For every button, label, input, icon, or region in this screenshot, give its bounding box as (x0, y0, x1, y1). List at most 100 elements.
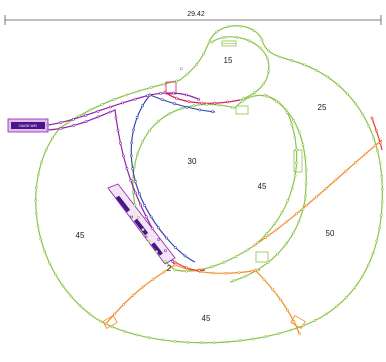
node-dot (164, 236, 168, 240)
node-dot (135, 333, 139, 337)
node-dot (303, 155, 307, 159)
node-dot (235, 35, 239, 39)
node-dot (78, 304, 82, 307)
node-dot (39, 237, 43, 241)
red-link-center (174, 261, 206, 272)
node-dot (212, 341, 216, 345)
node-dot (292, 320, 296, 324)
node-dot (143, 204, 147, 208)
node-dot (84, 120, 88, 124)
node-dot (371, 251, 375, 255)
node-dot (271, 287, 274, 291)
node-dot (290, 59, 294, 63)
node-dot (136, 216, 140, 219)
node-dot (284, 220, 288, 224)
node-dot (139, 203, 143, 207)
node-dot (326, 75, 330, 79)
node-dot (61, 284, 65, 288)
zone-label-2: 2 (167, 264, 172, 273)
node-dot (171, 91, 175, 95)
node-dot (314, 195, 318, 199)
bridge-top (221, 40, 237, 47)
node-dot (151, 277, 155, 281)
node-dot (131, 167, 135, 171)
node-dot (59, 121, 63, 124)
dimension-label: 29.42 (187, 11, 205, 18)
node-dot (301, 143, 305, 147)
node-dot (110, 325, 114, 329)
node-dot (256, 241, 260, 245)
node-dot (159, 92, 162, 95)
bridge-bottom-left (102, 314, 118, 330)
node-dot (222, 260, 226, 264)
node-dot (162, 270, 166, 274)
node-dot (304, 181, 308, 185)
blue-lane-top (149, 94, 216, 113)
node-dot (290, 123, 294, 126)
node-dot (133, 179, 137, 183)
zone-label-45-left: 45 (76, 231, 85, 240)
node-dot (88, 312, 92, 316)
node-dot (252, 28, 255, 32)
cause-way-block: CAUSE WAY (7, 118, 49, 133)
node-dot (121, 101, 125, 105)
node-dot (185, 105, 189, 109)
zone-label-50: 50 (326, 229, 335, 238)
node-dot (134, 191, 137, 195)
node-dot (260, 38, 264, 42)
node-dot (380, 200, 384, 204)
node-dot (278, 298, 282, 301)
node-dot (50, 137, 54, 140)
node-dot (289, 328, 293, 332)
node-dot (173, 102, 176, 106)
node-dot (202, 52, 206, 56)
node-dot (119, 141, 122, 145)
node-dot (276, 252, 280, 256)
node-dot (225, 340, 229, 344)
node-dot (150, 226, 154, 230)
node-dot (149, 86, 153, 89)
dimension-line: 29.42 (4, 11, 382, 25)
node-dot (253, 94, 256, 98)
node-dot (265, 94, 269, 98)
node-dot (141, 140, 145, 144)
node-dot (247, 39, 251, 43)
node-dot (179, 107, 183, 111)
node-dot (366, 263, 370, 267)
node-dot (295, 161, 298, 165)
node-dot (144, 215, 148, 219)
node-dot (241, 97, 245, 101)
node-dot (96, 115, 100, 119)
node-dot (324, 312, 328, 316)
node-dot (131, 190, 135, 194)
node-dot (378, 161, 382, 165)
node-dot (173, 263, 177, 267)
zone-label-15: 15 (224, 56, 233, 65)
node-dot (277, 101, 281, 104)
node-dot (123, 329, 126, 333)
node-dot (301, 207, 305, 211)
node-dot (133, 164, 136, 168)
node-dot (108, 110, 112, 114)
node-dot (265, 231, 269, 235)
node-dot (303, 194, 307, 198)
node-dot (210, 265, 214, 269)
node-dot (96, 109, 100, 113)
node-dot (267, 49, 271, 53)
node-dot (244, 274, 248, 278)
node-dot (173, 268, 177, 272)
marker-label-c: C (180, 66, 183, 71)
node-dot (200, 101, 204, 105)
node-dot (280, 210, 284, 214)
node-dot (297, 332, 301, 335)
node-dot (284, 108, 288, 112)
node-dot (380, 187, 384, 191)
orange-divider-bottom (254, 269, 301, 336)
node-dot (354, 102, 358, 106)
parking-strip (107, 183, 176, 265)
node-dot (224, 271, 228, 275)
node-dot (141, 104, 145, 108)
node-dot (234, 255, 238, 259)
bridge-right (293, 149, 303, 173)
right-inner-track (229, 94, 307, 283)
